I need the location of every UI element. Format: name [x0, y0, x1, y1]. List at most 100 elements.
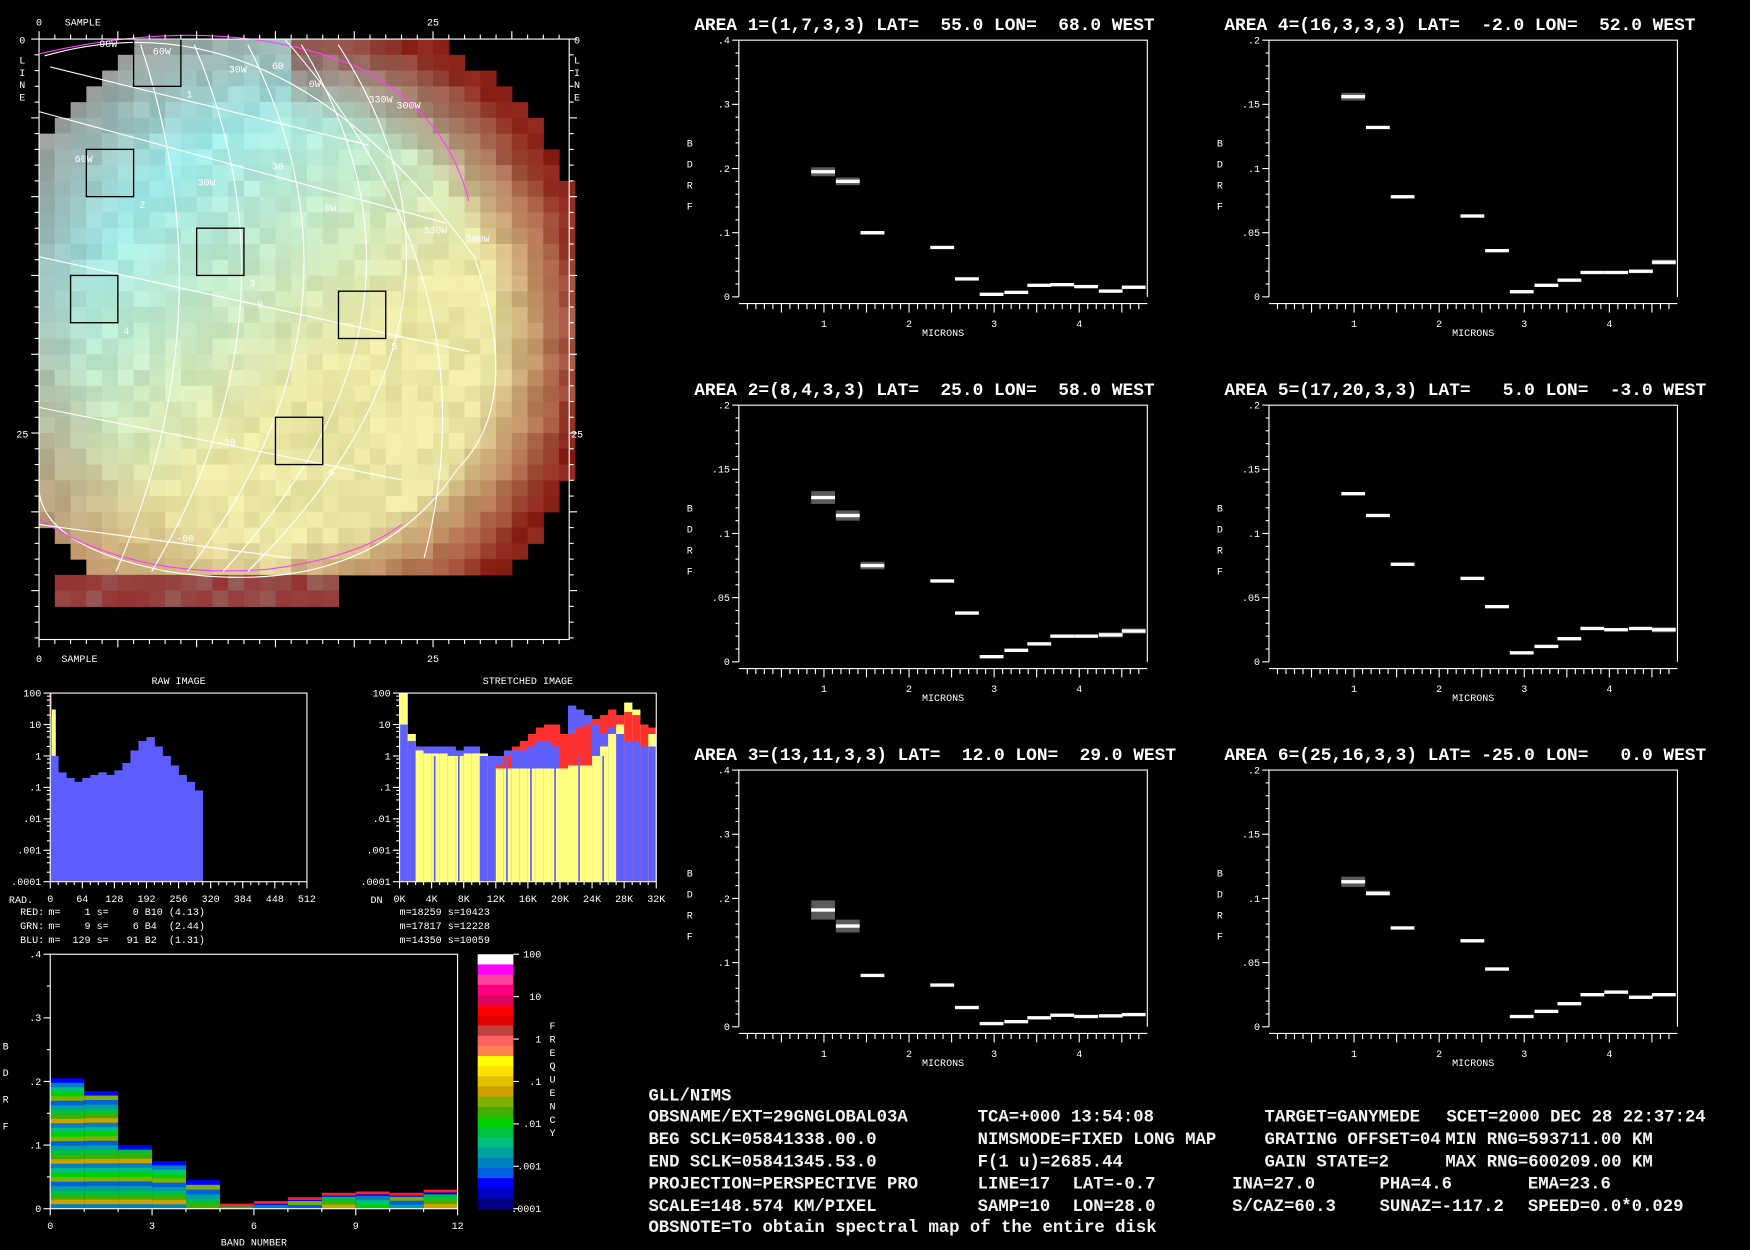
- band-density-cell: [50, 1177, 85, 1183]
- image-pixel: [102, 180, 119, 198]
- band-density-cell: [186, 1184, 220, 1190]
- image-pixel: [212, 54, 229, 72]
- band-density-cell: [186, 1189, 220, 1195]
- raw-stat-channel: RED:: [20, 908, 44, 919]
- image-pixel: [322, 165, 340, 182]
- image-frame: [38, 38, 570, 641]
- image-pixel: [243, 433, 261, 450]
- image-pixel: [102, 117, 119, 135]
- band-density-cell: [84, 1204, 119, 1210]
- image-pixel: [543, 338, 560, 355]
- image-pixel: [275, 480, 292, 497]
- image-pixel: [543, 165, 560, 182]
- band-density-cell: [50, 1082, 85, 1088]
- colorbar-tick-label: 1: [535, 1035, 541, 1046]
- image-pixel: [527, 385, 544, 403]
- image-pixel: [354, 496, 371, 513]
- line-axis-letter: L: [574, 57, 580, 68]
- area-box-4[interactable]: [69, 274, 119, 324]
- image-pixel: [102, 401, 119, 418]
- image-pixel: [527, 133, 544, 150]
- image-pixel: [448, 401, 466, 418]
- image-pixel: [212, 338, 229, 355]
- image-pixel: [165, 464, 182, 481]
- x-tick-label: 4: [1606, 1050, 1612, 1061]
- image-pixel: [401, 511, 418, 529]
- image-pixel: [448, 464, 466, 481]
- image-pixel: [511, 243, 529, 261]
- image-pixel: [496, 212, 513, 229]
- image-pixel: [180, 86, 198, 103]
- image-pixel: [149, 291, 166, 308]
- image-pixel: [102, 385, 119, 403]
- spectrum-value-bar: [1050, 634, 1075, 638]
- area-box-2[interactable]: [85, 148, 135, 198]
- area-box-6[interactable]: [274, 416, 324, 466]
- image-pixel: [180, 165, 198, 182]
- image-pixel: [511, 433, 529, 450]
- image-pixel: [243, 543, 261, 560]
- image-pixel: [243, 574, 261, 592]
- grid-label: 0W: [324, 204, 337, 215]
- grid-label: 0W: [309, 80, 322, 91]
- image-pixel: [212, 180, 229, 198]
- x-tick-label: 3: [1521, 320, 1527, 331]
- raw-hist-spike-red: [50, 693, 52, 716]
- image-pixel: [39, 354, 56, 371]
- image-pixel: [180, 70, 198, 87]
- grid-label: 90W: [99, 40, 118, 51]
- image-pixel: [196, 464, 213, 481]
- x-tick-label: 16K: [519, 895, 538, 906]
- area-box-5[interactable]: [337, 290, 387, 340]
- y-axis-label: BDRF: [684, 140, 695, 224]
- image-pixel: [322, 433, 340, 450]
- image-pixel: [243, 133, 261, 150]
- image-pixel: [306, 149, 324, 166]
- x-tick-label: 192: [137, 895, 155, 906]
- x-tick-label: 128: [105, 895, 123, 906]
- image-pixel: [133, 70, 150, 87]
- image-pixel: [70, 590, 87, 607]
- image-pixel: [39, 338, 56, 355]
- image-pixel: [117, 165, 135, 182]
- stretched-hist-bar-yellow: [463, 753, 472, 882]
- y-tick-label: .2: [1248, 37, 1260, 48]
- x-tick-label: 12K: [487, 895, 506, 906]
- image-pixel: [117, 259, 135, 277]
- image-pixel: [117, 180, 135, 198]
- image-pixel: [275, 543, 292, 560]
- image-pixel: [70, 385, 87, 403]
- image-pixel: [480, 354, 497, 371]
- image-pixel: [165, 212, 182, 229]
- image-pixel: [448, 243, 466, 261]
- image-pixel: [165, 196, 182, 213]
- frequency-letter: F: [549, 1022, 555, 1033]
- image-pixel: [149, 590, 166, 607]
- x-tick-label: 2: [906, 685, 912, 696]
- image-pixel: [370, 291, 387, 308]
- image-pixel: [448, 496, 466, 513]
- lat-lon-grid: [38, 34, 497, 578]
- image-pixel: [480, 86, 497, 103]
- band-density-cell: [50, 1118, 85, 1124]
- image-pixel: [275, 149, 292, 166]
- image-pixel: [54, 165, 72, 182]
- image-pixel: [306, 133, 324, 150]
- y-tick-label: .4: [718, 37, 730, 48]
- area-box-3[interactable]: [195, 227, 245, 277]
- image-pixel: [133, 133, 150, 150]
- image-pixel: [180, 527, 198, 544]
- image-pixel: [559, 448, 576, 466]
- image-pixel: [243, 306, 261, 324]
- image-pixel: [180, 291, 198, 308]
- image-pixel: [464, 149, 481, 166]
- latitude-line: [38, 111, 447, 224]
- info-field: SAMP=10: [978, 1198, 1051, 1217]
- image-pixel: [543, 448, 560, 466]
- image-pixel: [133, 527, 150, 544]
- image-pixel: [275, 228, 292, 245]
- frequency-letter: E: [549, 1089, 555, 1100]
- image-pixel: [401, 480, 418, 497]
- image-pixel: [306, 243, 324, 261]
- instrument-header: GLL/NIMS: [648, 1087, 731, 1106]
